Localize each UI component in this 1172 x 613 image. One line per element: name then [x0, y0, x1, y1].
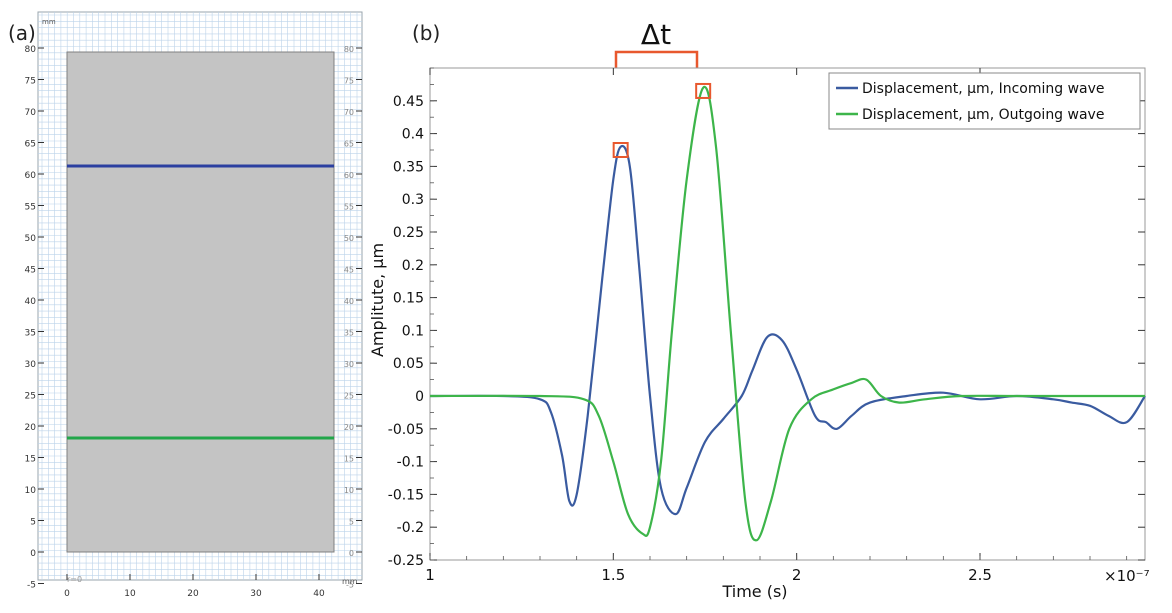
peak-marker-outgoing — [695, 82, 712, 99]
y-tick-label: -0.05 — [388, 422, 424, 438]
y-tick-label-right: 45 — [344, 266, 354, 275]
legend: Displacement, µm, Incoming wave Displace… — [828, 72, 1141, 130]
y-tick-label: 0.4 — [402, 127, 424, 143]
x-axis-ticks: 1 1.5 2 2.5 — [425, 68, 1128, 584]
y-tick-label: 0.15 — [393, 291, 424, 307]
y-tick-label: 40 — [25, 297, 37, 307]
y-tick-label-right: 20 — [344, 423, 354, 432]
x-tick-label: 30 — [250, 589, 262, 599]
panel-b-label: (b) — [412, 21, 440, 45]
peak-marker-incoming — [612, 142, 629, 158]
y-tick-label: 5 — [30, 518, 36, 528]
x-tick-label: 0 — [64, 589, 70, 599]
y-tick-label-right: 30 — [344, 360, 354, 369]
x-tick-label: 20 — [187, 589, 199, 599]
panel-a-unit-right: mm — [342, 577, 358, 586]
x-tick-label: 1.5 — [601, 566, 625, 584]
y-tick-label-right: 70 — [344, 108, 354, 117]
y-tick-label-right: 60 — [344, 171, 354, 180]
x-tick-label: 10 — [124, 589, 136, 599]
y-axis-label: Amplitute, µm — [368, 243, 387, 357]
y-tick-label: 0.3 — [402, 192, 424, 208]
panel-b: (b) Δt -0.25 -0.2 -0.15 -0.1 -0.05 0 0.05 0.1 0.… — [368, 18, 1150, 601]
y-tick-label: 30 — [25, 360, 37, 370]
x-tick-label: 2.5 — [968, 566, 992, 584]
y-tick-label: -0.25 — [388, 553, 424, 569]
y-tick-label: -0.2 — [397, 520, 424, 536]
x-axis-multiplier: ×10⁻⁷ — [1104, 567, 1150, 585]
plot-area — [429, 67, 1146, 561]
y-tick-label: 0.2 — [402, 258, 424, 274]
y-tick-label: 25 — [25, 392, 36, 402]
y-tick-label: 80 — [25, 45, 37, 55]
panel-a-x-ticks: 0 10 20 30 40 — [64, 574, 325, 599]
y-tick-label: 45 — [25, 266, 36, 276]
geometry-domain — [66, 51, 335, 553]
delta-t-label: Δt — [641, 18, 671, 51]
series-incoming-wave — [429, 144, 1146, 516]
y-tick-label: 0 — [30, 549, 36, 559]
x-tick-label: 40 — [313, 589, 325, 599]
y-tick-label: 0.35 — [393, 159, 424, 175]
y-tick-label-right: 25 — [344, 392, 354, 401]
y-tick-label: 0.05 — [393, 356, 424, 372]
x-tick-label: 2 — [792, 566, 802, 584]
y-tick-label: -0.15 — [388, 487, 424, 503]
y-tick-label-right: 80 — [344, 45, 354, 54]
y-tick-label-right: 75 — [344, 77, 354, 86]
y-tick-label: 20 — [25, 423, 37, 433]
y-tick-label: 10 — [25, 486, 37, 496]
y-tick-label: 60 — [25, 171, 37, 181]
y-tick-label-right: 15 — [344, 455, 354, 464]
y-tick-label: 0.45 — [393, 94, 424, 110]
series-group — [429, 85, 1146, 542]
y-tick-label-right: -5 — [346, 581, 354, 590]
y-tick-label: -0.1 — [397, 455, 424, 471]
y-tick-label: 0.25 — [393, 225, 424, 241]
y-tick-label-right: 55 — [344, 203, 354, 212]
y-tick-label: 55 — [25, 203, 36, 213]
panel-a-corner-label: r=0 — [67, 575, 82, 584]
y-tick-label: 75 — [25, 77, 36, 87]
y-tick-label: 0.1 — [402, 323, 424, 339]
y-axis-ticks: -0.25 -0.2 -0.15 -0.1 -0.05 0 0.05 0.1 0.15 0.2 0.… — [388, 67, 1145, 569]
y-tick-label: 0 — [415, 389, 424, 405]
y-tick-label-right: 40 — [344, 297, 354, 306]
y-tick-label-right: 10 — [344, 486, 354, 495]
y-tick-label-right: 65 — [344, 140, 354, 149]
y-tick-label: 65 — [25, 140, 36, 150]
panel-a-unit-top: mm — [42, 18, 56, 26]
y-tick-label-right: 5 — [349, 518, 354, 527]
legend-label-outgoing: Displacement, µm, Outgoing wave — [862, 107, 1104, 123]
y-tick-label: -5 — [27, 581, 36, 591]
y-tick-label-right: 0 — [349, 549, 354, 558]
series-outgoing-wave — [429, 85, 1145, 542]
x-axis-label: Time (s) — [721, 582, 787, 601]
panel-a-label: (a) — [8, 21, 36, 45]
y-tick-label: 70 — [25, 108, 37, 118]
y-tick-label-right: 50 — [344, 234, 354, 243]
legend-box — [828, 72, 1141, 130]
x-tick-label: 1 — [425, 566, 435, 584]
y-tick-label: 15 — [25, 455, 36, 465]
y-tick-label: 35 — [25, 329, 36, 339]
y-tick-label-right: 35 — [344, 329, 354, 338]
peak-markers — [612, 82, 712, 158]
y-tick-label: 50 — [25, 234, 37, 244]
legend-label-incoming: Displacement, µm, Incoming wave — [862, 81, 1105, 97]
